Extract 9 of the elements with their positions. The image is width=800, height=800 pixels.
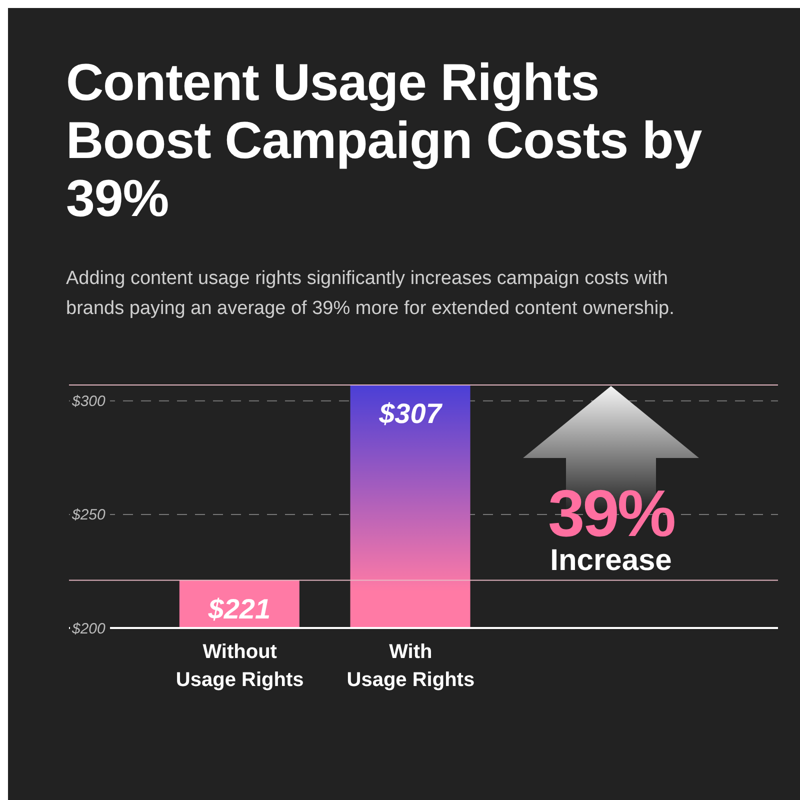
x-tick-label: Without Usage Rights bbox=[176, 641, 304, 691]
chart-title: Content Usage Rights Boost Campaign Costs by 39% bbox=[66, 54, 703, 228]
data-label: $307 bbox=[378, 398, 443, 429]
data-label: $221 bbox=[207, 593, 271, 624]
x-tick-label: With Usage Rights bbox=[346, 641, 475, 691]
y-tick-label: $300 bbox=[71, 393, 106, 410]
y-tick-label: $200 bbox=[71, 620, 106, 638]
chart-subtitle: Adding content usage rights significantly increases campaign costs with brands paying an average of 39% more for extended content ownership. bbox=[66, 267, 676, 321]
y-tick-label: $250 bbox=[71, 506, 106, 524]
